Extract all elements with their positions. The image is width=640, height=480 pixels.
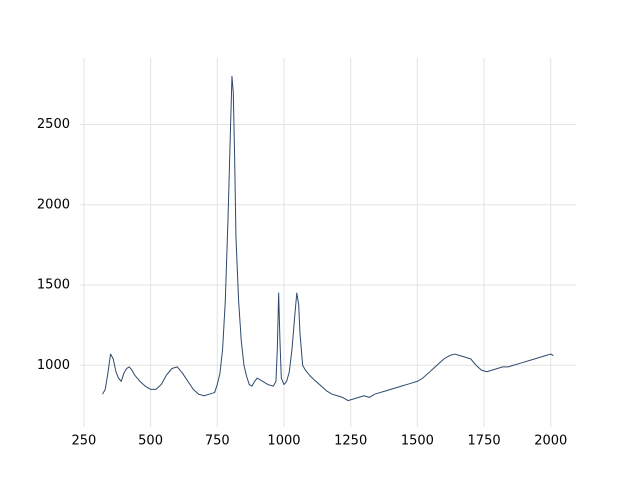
x-tick-label: 250 xyxy=(71,434,96,449)
x-tick-label: 500 xyxy=(138,434,163,449)
y-tick-label: 2500 xyxy=(37,117,70,132)
x-tick-label: 1750 xyxy=(468,434,501,449)
y-tick-label: 1000 xyxy=(37,358,70,373)
x-tick-label: 1500 xyxy=(401,434,434,449)
x-tick-label: 1000 xyxy=(267,434,300,449)
x-tick-label: 750 xyxy=(205,434,230,449)
data-line xyxy=(102,75,554,402)
x-tick-label: 2000 xyxy=(534,434,567,449)
x-tick-label: 1250 xyxy=(334,434,367,449)
y-tick-label: 1500 xyxy=(37,278,70,293)
y-tick-label: 2000 xyxy=(37,197,70,212)
